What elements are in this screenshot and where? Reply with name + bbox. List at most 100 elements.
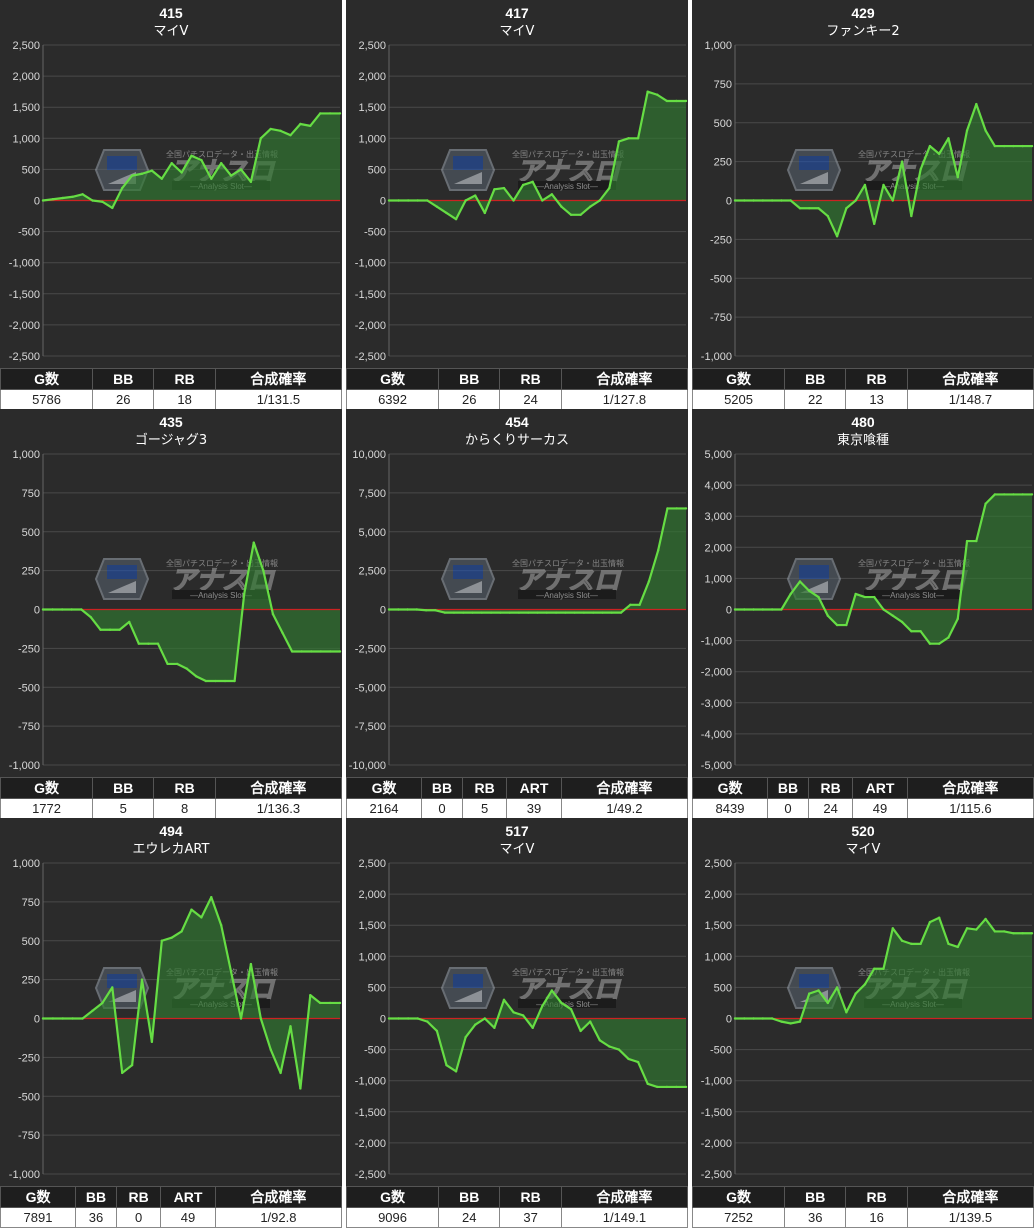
stats-header-row: G数 BB RB 合成確率 (345, 1186, 689, 1208)
machine-panel: 1,0007505002500-250-500-750-1,000アナスロ全国パ… (0, 818, 343, 1228)
stats-value-cell: 26 (438, 389, 501, 410)
data-point (591, 611, 595, 614)
chart-svg: 2,500 2,000 1,500 1,000 500 0 -500 -1,000 -1,500… (355, 5, 688, 363)
data-point (617, 140, 621, 143)
data-point (397, 608, 400, 611)
y-tick-label: 1,000 (12, 133, 40, 145)
stats-header-cell: ART (506, 777, 562, 799)
data-point (873, 595, 876, 599)
stats-value-cell: 8 (153, 798, 216, 819)
y-tick-label: -2,500 (701, 1169, 732, 1181)
data-point (882, 183, 885, 187)
y-tick-label: -1,000 (701, 636, 732, 648)
data-point (279, 129, 282, 133)
stats-value-cell: 5786 (0, 389, 94, 410)
series-line (43, 541, 340, 683)
data-point (598, 1039, 601, 1042)
data-point (770, 1017, 774, 1020)
data-point (956, 175, 959, 179)
stats-value-row: 2164 0 5 39 1/49.2 (345, 798, 689, 819)
data-point (281, 631, 284, 635)
y-tick-label: 2,000 (358, 71, 386, 83)
y-tick-label: 2,000 (12, 71, 40, 83)
data-point (328, 112, 332, 115)
payout-chart: 10,000 7,500 5,000 2,500 0 -2,500 -5,000 -7,500… (346, 409, 688, 777)
logo-white-shape (800, 172, 828, 184)
stats-header-cell: 合成確率 (214, 1186, 343, 1208)
data-point (80, 608, 83, 611)
y-tick-label: 500 (22, 936, 40, 948)
data-point (1012, 493, 1015, 496)
data-point (150, 1040, 154, 1044)
stats-header-row: G数 BB RB ART 合成確率 (0, 1186, 343, 1208)
data-point (975, 102, 978, 106)
data-point (1002, 930, 1006, 933)
chart-subtitle: からくりサーカス (465, 433, 569, 448)
data-point (259, 1017, 262, 1020)
y-tick-label: 500 (22, 164, 40, 176)
data-point (656, 93, 659, 96)
y-tick-label: 1,000 (704, 951, 732, 963)
y-tick-label: 2,500 (704, 858, 732, 870)
data-point (947, 137, 950, 140)
stats-header-cell: RB (499, 368, 562, 390)
data-point (387, 1017, 391, 1020)
data-point (242, 592, 246, 596)
stats-value-row: 5205 22 13 1/148.7 (691, 389, 1035, 410)
stats-value-cell: 8439 (691, 798, 769, 819)
data-point (554, 611, 558, 614)
y-tick-label: 1,000 (358, 951, 386, 963)
stats-header-cell: BB (784, 368, 847, 390)
data-point (445, 211, 448, 215)
stats-header-cell: G数 (691, 1186, 786, 1208)
chart-svg: 1,0007505002500-250-500-750-1,000アナスロ全国パ… (701, 5, 1034, 363)
data-point (947, 636, 950, 639)
chart-title: 520 (851, 823, 875, 839)
chart-title: 435 (159, 414, 183, 430)
y-tick-label: -500 (18, 227, 40, 239)
stats-value-cell: 1/136.3 (214, 798, 343, 819)
y-tick-label: 1,500 (358, 920, 386, 932)
data-point (845, 207, 848, 210)
watermark-subtitle-bar (172, 590, 270, 599)
data-point (743, 1017, 746, 1020)
data-point (984, 502, 987, 505)
data-point (854, 199, 857, 202)
y-tick-label: -4,000 (701, 729, 732, 741)
data-point (60, 608, 64, 611)
stats-table: G数 BB RB 合成確率 7252 36 16 1/139.5 (691, 1186, 1035, 1228)
machine-panel: 5,000 4,000 3,000 2,000 1,000 0 -1,000 -2,000 -3… (691, 409, 1035, 819)
data-point (891, 199, 894, 202)
data-point (560, 205, 563, 208)
stats-header-cell: RB (115, 1186, 162, 1208)
data-point (406, 199, 410, 202)
stats-header-cell: RB (153, 777, 216, 799)
data-point (289, 133, 292, 137)
watermark-tagline: 全国パチスロデータ・出玉情報 (512, 967, 624, 977)
y-tick-label: -250 (18, 1052, 40, 1064)
data-point (147, 642, 150, 645)
data-point (271, 612, 275, 616)
data-point (51, 198, 55, 201)
data-point (128, 620, 131, 624)
data-point (397, 199, 400, 202)
data-point (541, 199, 544, 202)
data-point (975, 539, 978, 543)
chart-title: 480 (851, 414, 875, 430)
data-point (882, 967, 885, 970)
stats-value-cell: 5205 (691, 389, 786, 410)
series-line (389, 989, 686, 1089)
series-area (389, 990, 686, 1087)
data-point (761, 1017, 765, 1020)
watermark-subtitle-bar (518, 181, 616, 190)
data-point (454, 1070, 458, 1073)
y-tick-label: 500 (22, 527, 40, 539)
stats-value-cell: 1/131.5 (214, 389, 343, 410)
data-point (252, 541, 255, 544)
data-point (299, 122, 302, 126)
data-point (752, 608, 755, 611)
data-point (137, 642, 141, 645)
